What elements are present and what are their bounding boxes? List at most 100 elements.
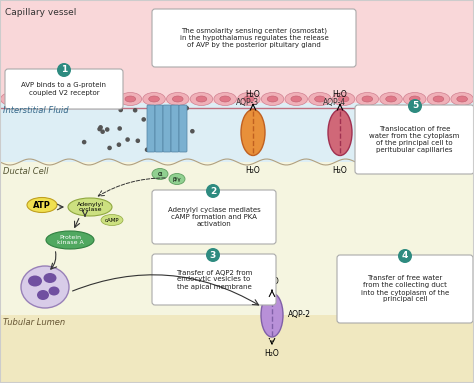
Text: H₂O: H₂O <box>333 90 347 99</box>
Text: 4: 4 <box>402 252 408 260</box>
Ellipse shape <box>244 96 254 102</box>
FancyBboxPatch shape <box>171 105 179 152</box>
Text: Adenylyl cyclase mediates
cAMP formation and PKA
activation: Adenylyl cyclase mediates cAMP formation… <box>168 207 260 227</box>
Ellipse shape <box>173 96 183 102</box>
Circle shape <box>184 106 189 110</box>
Ellipse shape <box>48 93 71 105</box>
Ellipse shape <box>166 93 189 105</box>
Ellipse shape <box>386 96 396 102</box>
Text: 3: 3 <box>210 250 216 260</box>
FancyBboxPatch shape <box>337 255 473 323</box>
Circle shape <box>182 111 186 115</box>
Ellipse shape <box>328 110 352 155</box>
Ellipse shape <box>362 96 373 102</box>
Ellipse shape <box>78 96 88 102</box>
Ellipse shape <box>143 93 165 105</box>
Circle shape <box>82 140 86 144</box>
Ellipse shape <box>119 93 142 105</box>
Text: AVP binds to a G-protein
coupled V2 receptor: AVP binds to a G-protein coupled V2 rece… <box>21 82 107 95</box>
Text: AQP-4: AQP-4 <box>323 98 346 107</box>
Text: The osmolarity sensing center (osmostat)
in the hypothalamus regulates the relea: The osmolarity sensing center (osmostat)… <box>180 28 328 48</box>
Text: AQP-2: AQP-2 <box>288 311 311 319</box>
Text: Transfer of AQP2 from
endocytic vesicles to
the apical membrane: Transfer of AQP2 from endocytic vesicles… <box>176 270 252 290</box>
Ellipse shape <box>315 96 325 102</box>
Circle shape <box>57 63 71 77</box>
Bar <box>0 162 474 315</box>
Ellipse shape <box>125 96 136 102</box>
Ellipse shape <box>291 96 301 102</box>
FancyBboxPatch shape <box>155 105 163 152</box>
Text: Transfer of free water
from the collecting duct
into the cytoplasm of the
princi: Transfer of free water from the collecti… <box>361 275 449 303</box>
Circle shape <box>154 141 159 146</box>
Ellipse shape <box>403 93 426 105</box>
Text: ATP: ATP <box>33 200 51 210</box>
Ellipse shape <box>220 96 230 102</box>
Ellipse shape <box>95 93 118 105</box>
Circle shape <box>117 142 121 147</box>
Ellipse shape <box>196 96 207 102</box>
Ellipse shape <box>241 110 265 155</box>
Circle shape <box>206 248 220 262</box>
Circle shape <box>165 119 170 123</box>
Text: Ductal Cell: Ductal Cell <box>3 167 48 176</box>
Ellipse shape <box>72 93 94 105</box>
Circle shape <box>136 139 140 143</box>
Ellipse shape <box>68 198 112 216</box>
Ellipse shape <box>237 93 260 105</box>
Ellipse shape <box>54 96 64 102</box>
Ellipse shape <box>21 266 69 308</box>
FancyBboxPatch shape <box>152 190 276 244</box>
Ellipse shape <box>214 93 237 105</box>
Circle shape <box>206 184 220 198</box>
Circle shape <box>125 137 130 142</box>
Text: H₂O: H₂O <box>246 166 260 175</box>
Ellipse shape <box>309 93 331 105</box>
Text: H₂O: H₂O <box>246 90 260 99</box>
Text: Translocation of free
water from the cytoplasm
of the principal cell to
peritubu: Translocation of free water from the cyt… <box>369 126 460 153</box>
Ellipse shape <box>356 93 379 105</box>
Text: Adenylyl
cyclase: Adenylyl cyclase <box>76 201 103 213</box>
FancyBboxPatch shape <box>355 105 474 174</box>
Ellipse shape <box>149 96 159 102</box>
Circle shape <box>190 129 195 134</box>
Ellipse shape <box>169 173 185 185</box>
Bar <box>0 315 474 383</box>
Ellipse shape <box>267 96 278 102</box>
Ellipse shape <box>46 231 94 249</box>
FancyBboxPatch shape <box>152 254 276 305</box>
Ellipse shape <box>101 214 123 226</box>
Text: 5: 5 <box>412 101 418 111</box>
Circle shape <box>118 126 122 131</box>
Circle shape <box>398 249 412 263</box>
Ellipse shape <box>37 290 49 300</box>
Circle shape <box>145 147 149 152</box>
FancyBboxPatch shape <box>163 105 171 152</box>
Text: cAMP: cAMP <box>105 218 119 223</box>
Circle shape <box>408 99 422 113</box>
FancyBboxPatch shape <box>5 69 123 109</box>
Text: Interstitial Fluid: Interstitial Fluid <box>3 106 69 115</box>
Circle shape <box>105 127 109 132</box>
Bar <box>0 103 474 162</box>
Text: 2: 2 <box>210 187 216 195</box>
Ellipse shape <box>27 198 57 213</box>
Text: H₂O: H₂O <box>333 166 347 175</box>
Ellipse shape <box>338 96 349 102</box>
Text: Capillary vessel: Capillary vessel <box>5 8 76 17</box>
Ellipse shape <box>0 93 23 105</box>
Text: AQP-3: AQP-3 <box>237 98 260 107</box>
Circle shape <box>100 129 105 134</box>
Ellipse shape <box>48 286 60 296</box>
Circle shape <box>133 108 137 113</box>
Ellipse shape <box>457 96 467 102</box>
Circle shape <box>141 117 146 122</box>
Ellipse shape <box>427 93 450 105</box>
Text: α: α <box>158 171 162 177</box>
Ellipse shape <box>451 93 474 105</box>
Circle shape <box>153 126 157 130</box>
Ellipse shape <box>152 169 168 180</box>
Ellipse shape <box>28 275 42 286</box>
Ellipse shape <box>44 273 56 283</box>
Text: β/γ: β/γ <box>173 177 182 182</box>
Ellipse shape <box>261 293 283 337</box>
